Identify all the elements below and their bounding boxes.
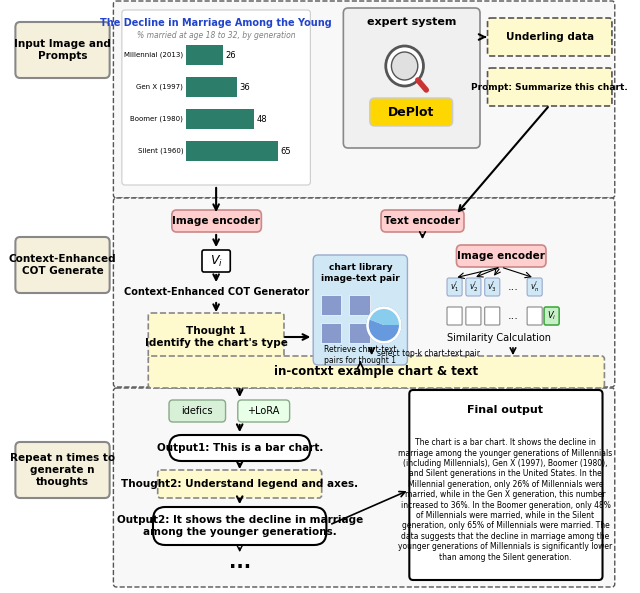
Circle shape <box>386 46 424 86</box>
Text: Thought 1
Identify the chart's type: Thought 1 Identify the chart's type <box>145 326 287 348</box>
Text: Gen X (1997): Gen X (1997) <box>136 84 183 90</box>
Text: ...: ... <box>228 553 251 572</box>
FancyBboxPatch shape <box>370 98 452 126</box>
Text: DePlot: DePlot <box>388 106 435 119</box>
FancyBboxPatch shape <box>454 396 557 424</box>
Text: Millennial (2013): Millennial (2013) <box>124 52 183 58</box>
Text: idefics: idefics <box>182 406 213 416</box>
Text: Output1: This is a bar chart.: Output1: This is a bar chart. <box>157 443 323 453</box>
FancyBboxPatch shape <box>447 307 462 325</box>
Text: Image encoder: Image encoder <box>172 216 260 226</box>
Text: expert system: expert system <box>367 17 456 27</box>
Text: Input Image and
Prompts: Input Image and Prompts <box>14 39 111 61</box>
Bar <box>349 295 370 315</box>
FancyBboxPatch shape <box>527 278 542 296</box>
Bar <box>349 323 370 343</box>
FancyBboxPatch shape <box>544 307 559 325</box>
Text: Image encoder: Image encoder <box>457 251 545 261</box>
FancyBboxPatch shape <box>113 1 615 198</box>
Text: Boomer (1980): Boomer (1980) <box>131 116 183 122</box>
FancyBboxPatch shape <box>313 255 408 365</box>
FancyBboxPatch shape <box>488 18 612 56</box>
Text: Thought2: Understand legend and axes.: Thought2: Understand legend and axes. <box>121 479 358 489</box>
Text: 36: 36 <box>240 82 250 91</box>
FancyBboxPatch shape <box>484 307 500 325</box>
FancyBboxPatch shape <box>113 198 615 387</box>
FancyBboxPatch shape <box>456 245 546 267</box>
Text: Similarity Calculation: Similarity Calculation <box>447 333 551 343</box>
Text: +LoRA: +LoRA <box>247 406 280 416</box>
FancyBboxPatch shape <box>169 400 225 422</box>
Text: $v_1^l$: $v_1^l$ <box>450 279 460 295</box>
Text: Silent (1960): Silent (1960) <box>138 148 183 154</box>
FancyBboxPatch shape <box>238 400 290 422</box>
Text: 65: 65 <box>281 146 291 155</box>
Bar <box>186 109 254 129</box>
FancyBboxPatch shape <box>447 278 462 296</box>
Text: Context-Enhanced COT Generator: Context-Enhanced COT Generator <box>124 287 308 297</box>
Text: $V_i$: $V_i$ <box>547 310 556 322</box>
Text: $v_n^l$: $v_n^l$ <box>530 279 540 295</box>
Text: The chart is a bar chart. It shows the decline in
marriage among the younger gen: The chart is a bar chart. It shows the d… <box>398 438 612 562</box>
FancyBboxPatch shape <box>410 390 602 580</box>
Text: % married at age 18 to 32, by generation: % married at age 18 to 32, by generation <box>137 31 296 40</box>
FancyBboxPatch shape <box>202 250 230 272</box>
FancyBboxPatch shape <box>172 210 261 232</box>
Wedge shape <box>369 320 399 341</box>
FancyBboxPatch shape <box>15 22 109 78</box>
FancyBboxPatch shape <box>148 356 604 388</box>
Text: The Decline in Marriage Among the Young: The Decline in Marriage Among the Young <box>100 18 332 28</box>
FancyBboxPatch shape <box>466 278 481 296</box>
Text: Retrieve chart-text
pairs for thought 1: Retrieve chart-text pairs for thought 1 <box>324 345 397 365</box>
Bar <box>186 77 237 97</box>
Circle shape <box>378 38 444 108</box>
Wedge shape <box>370 309 399 325</box>
Text: 26: 26 <box>225 50 236 59</box>
Text: Context-Enhanced
COT Generate: Context-Enhanced COT Generate <box>9 254 116 276</box>
Text: Text encoder: Text encoder <box>385 216 461 226</box>
FancyBboxPatch shape <box>381 210 464 232</box>
FancyBboxPatch shape <box>15 237 109 293</box>
FancyBboxPatch shape <box>15 442 109 498</box>
Text: $v_2^l$: $v_2^l$ <box>468 279 478 295</box>
Bar <box>186 45 223 65</box>
Text: Underling data: Underling data <box>506 32 594 42</box>
FancyBboxPatch shape <box>148 313 284 361</box>
FancyBboxPatch shape <box>169 435 310 461</box>
Text: ...: ... <box>508 311 518 321</box>
FancyBboxPatch shape <box>153 507 326 545</box>
Text: chart library
image-text pair: chart library image-text pair <box>321 263 400 283</box>
Text: $v_3^l$: $v_3^l$ <box>488 279 497 295</box>
Circle shape <box>392 52 418 80</box>
FancyBboxPatch shape <box>113 388 615 587</box>
Bar <box>321 295 342 315</box>
FancyBboxPatch shape <box>122 10 310 185</box>
FancyBboxPatch shape <box>343 8 480 148</box>
FancyBboxPatch shape <box>527 307 542 325</box>
Text: Prompt: Summarize this chart.: Prompt: Summarize this chart. <box>472 82 628 91</box>
Text: Repeat n times to
generate n
thoughts: Repeat n times to generate n thoughts <box>10 454 115 487</box>
Text: $V_i$: $V_i$ <box>210 253 223 269</box>
FancyBboxPatch shape <box>488 68 612 106</box>
FancyBboxPatch shape <box>484 278 500 296</box>
Text: 48: 48 <box>257 114 268 123</box>
Text: select top-k chart-text pair: select top-k chart-text pair <box>377 349 479 358</box>
Text: in-contxt example chart & text: in-contxt example chart & text <box>275 365 478 378</box>
Text: Final output: Final output <box>467 405 543 415</box>
FancyBboxPatch shape <box>466 307 481 325</box>
Bar <box>186 141 278 161</box>
Circle shape <box>367 307 401 343</box>
Circle shape <box>367 307 401 343</box>
Text: Output2: It shows the decline in marriage
among the younger generations.: Output2: It shows the decline in marriag… <box>116 515 363 537</box>
Bar <box>321 323 342 343</box>
FancyBboxPatch shape <box>157 470 322 498</box>
Text: ...: ... <box>508 282 518 292</box>
